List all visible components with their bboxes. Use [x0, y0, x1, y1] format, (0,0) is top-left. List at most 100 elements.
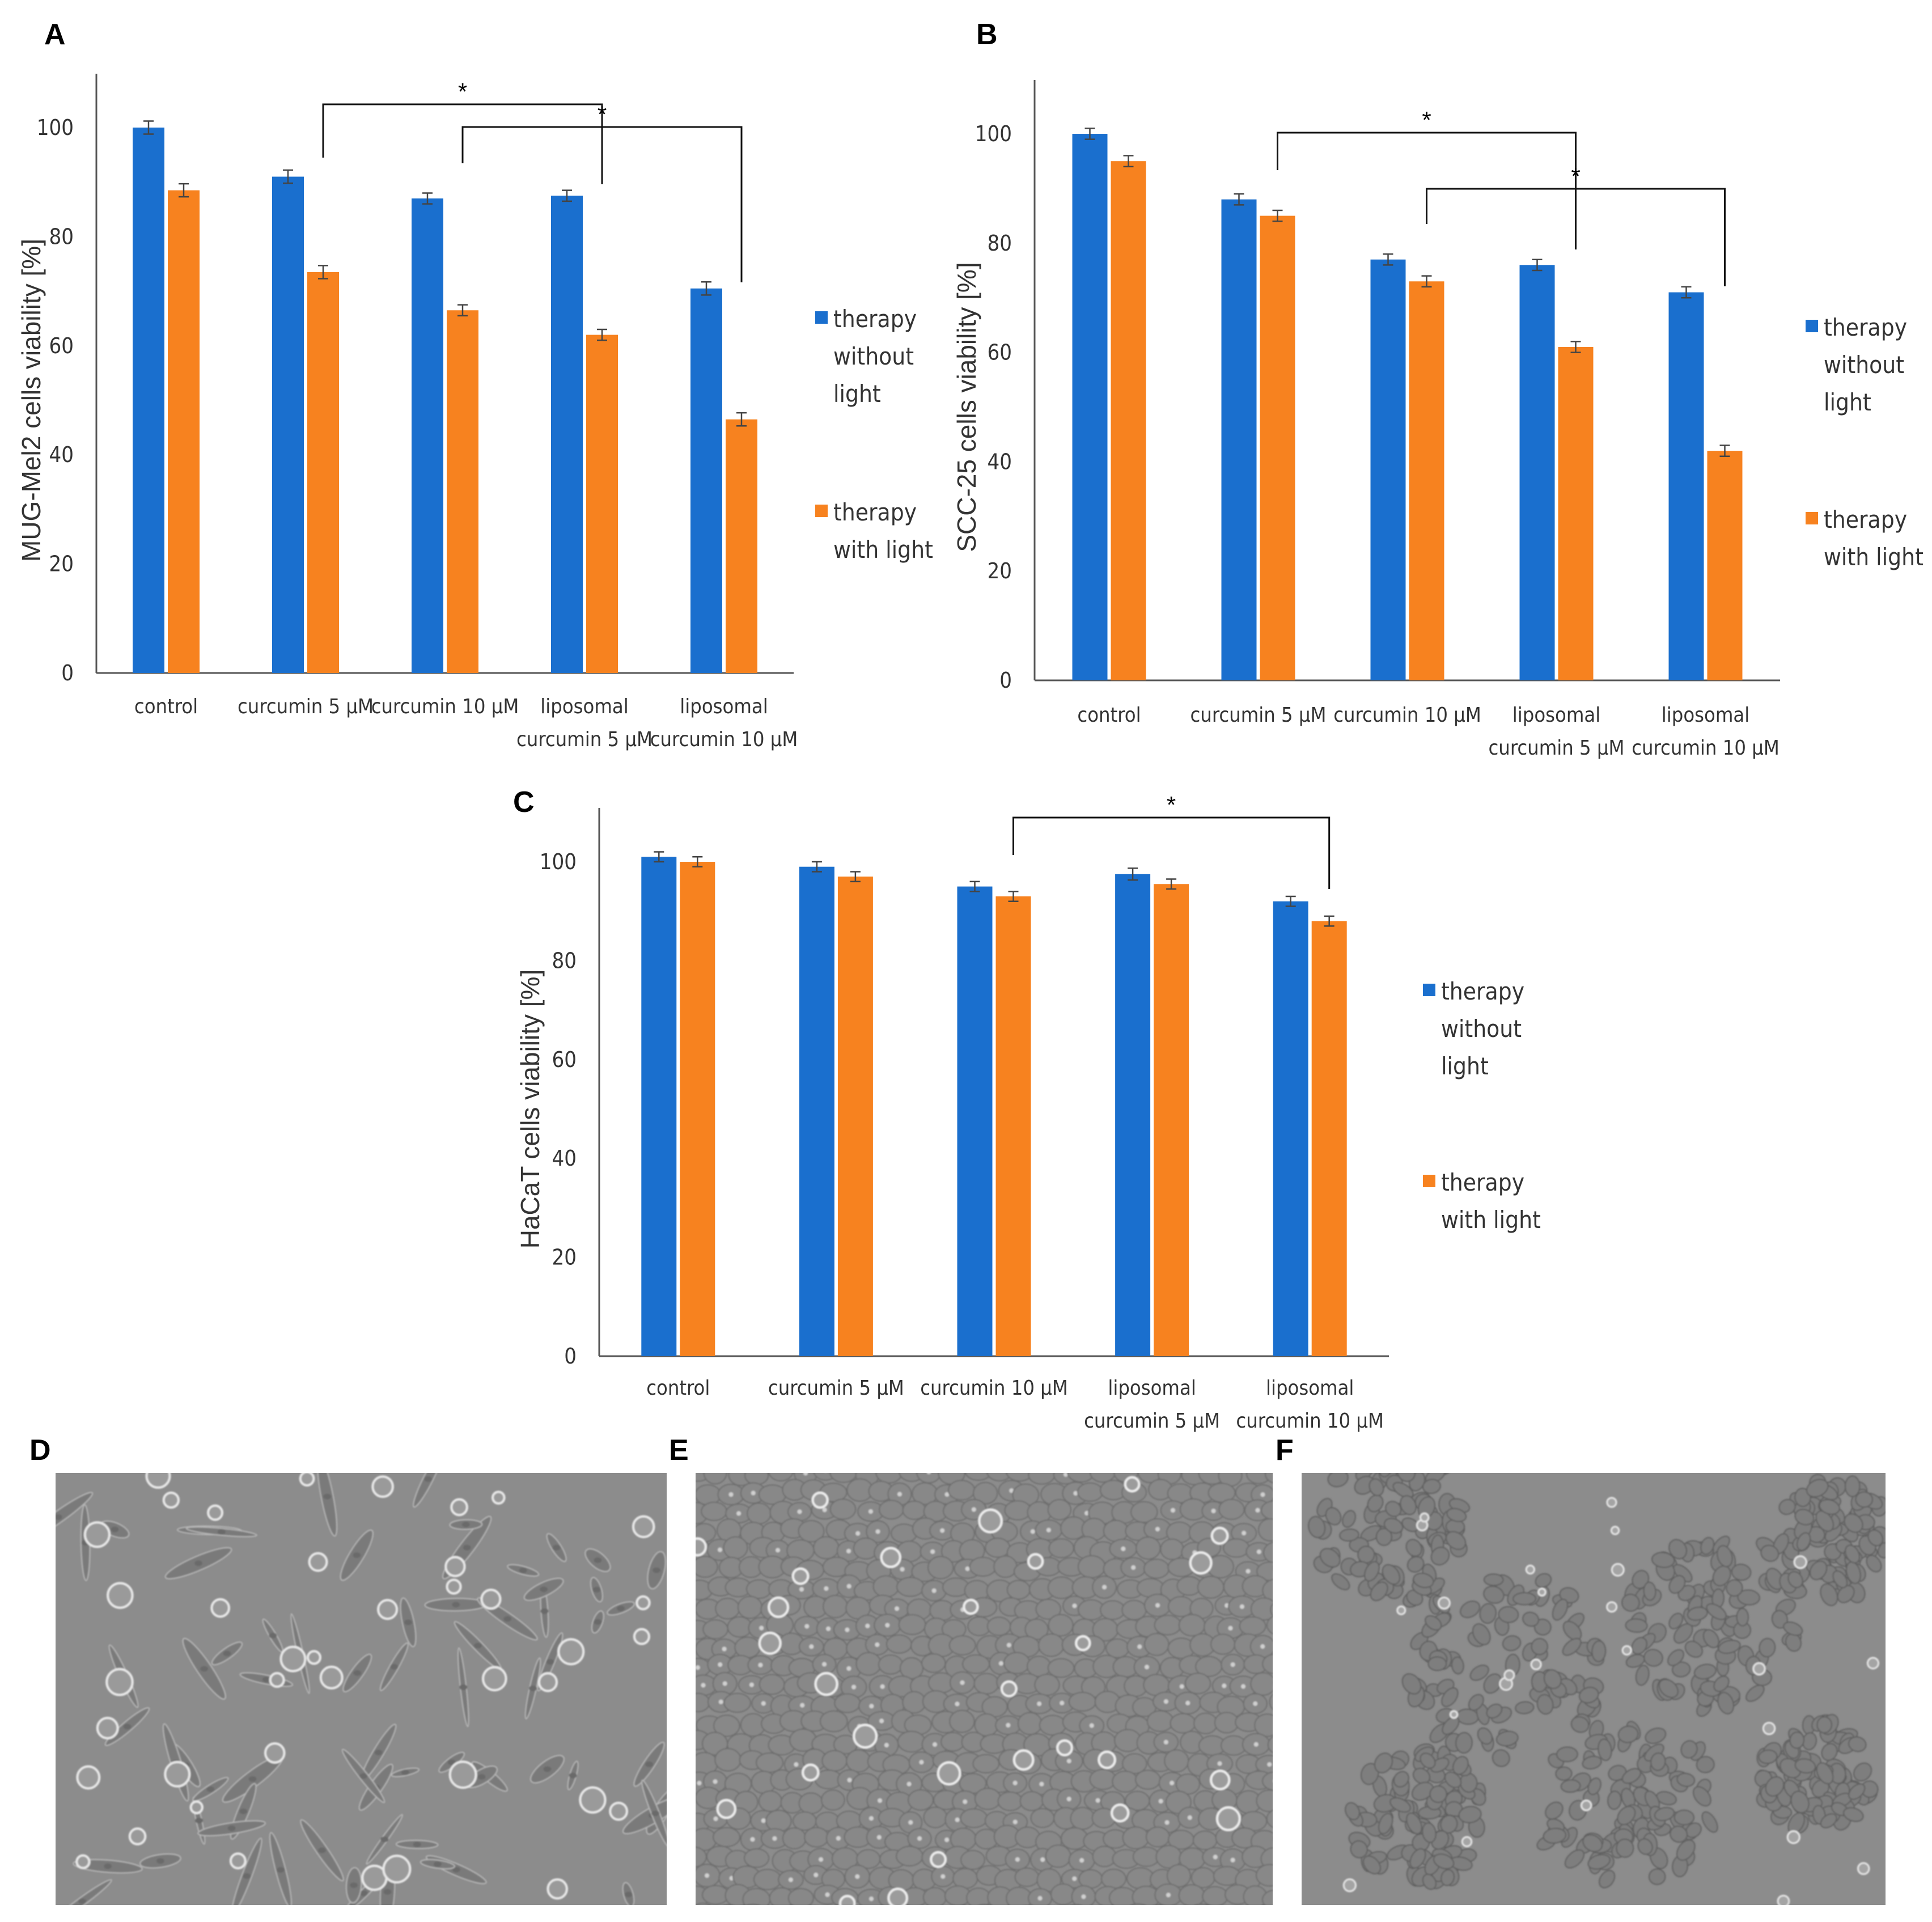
- cell-granule: [1084, 1510, 1090, 1515]
- cell-granule: [845, 1627, 850, 1632]
- cell: [723, 1692, 751, 1713]
- cell-granule: [696, 1665, 700, 1670]
- y-tick-label: 60: [49, 333, 74, 358]
- cell: [1270, 1603, 1273, 1616]
- bar-therapy-without-light-liposomal-curcumin-10-m: [1273, 901, 1308, 1356]
- cell-nucleus: [459, 1684, 468, 1690]
- x-category-label: curcumin 5 μM: [1190, 704, 1327, 727]
- cell-granule: [1260, 1644, 1265, 1649]
- cell: [1409, 1848, 1426, 1869]
- cell-granule: [1012, 1780, 1018, 1785]
- cell: [1422, 1479, 1441, 1495]
- cell-granule: [1278, 1623, 1282, 1627]
- cell: [1760, 1544, 1780, 1562]
- cell-granule: [803, 1473, 808, 1476]
- panel-label-f: F: [1276, 1434, 1294, 1467]
- legend-swatch-therapy-with-light: [1423, 1175, 1435, 1187]
- legend-label-therapy-without-light: light: [1441, 1052, 1489, 1080]
- legend-label-therapy-without-light: therapy: [1824, 314, 1907, 341]
- cell: [1479, 1603, 1497, 1624]
- round-cell: [306, 1650, 322, 1665]
- cell: [813, 1536, 840, 1560]
- round-cell: [1866, 1657, 1880, 1670]
- cell: [1257, 1518, 1273, 1542]
- round-cell: [1438, 1597, 1451, 1610]
- cell: [1861, 1780, 1879, 1798]
- cell-granule: [717, 1547, 722, 1552]
- cell: [1455, 1732, 1473, 1754]
- cell: [1789, 1732, 1805, 1749]
- cell: [1731, 1564, 1752, 1581]
- bar-therapy-with-light-curcumin-5-m: [1260, 215, 1295, 681]
- cell: [1263, 1542, 1273, 1564]
- cell: [972, 1754, 1000, 1773]
- cell: [1819, 1498, 1840, 1515]
- cell-nucleus: [383, 1889, 392, 1895]
- bar-therapy-without-light-liposomal-curcumin-10-m: [1668, 292, 1704, 680]
- y-tick-label: 80: [49, 224, 74, 249]
- cell: [1797, 1532, 1811, 1551]
- cell: [1717, 1545, 1733, 1568]
- cell: [974, 1788, 1002, 1810]
- x-category-label: curcumin 10 μM: [371, 695, 519, 718]
- cell: [829, 1473, 858, 1483]
- legend-label-therapy-without-light: without: [1824, 351, 1904, 379]
- significance-star: *: [1167, 791, 1176, 818]
- chart-panel-c: C 0 20 40 60 80 100 HaCaT cells viability [%] co…: [513, 786, 1541, 1433]
- cell-granule: [917, 1836, 922, 1841]
- cell: [1319, 1548, 1341, 1568]
- cell: [782, 1827, 807, 1849]
- cell: [1027, 1656, 1052, 1678]
- cell: [1676, 1839, 1696, 1861]
- cell-granule: [809, 1644, 814, 1649]
- cell-granule: [701, 1683, 706, 1688]
- cell: [746, 1903, 760, 1905]
- cell: [1194, 1903, 1208, 1905]
- y-tick-label: 100: [37, 115, 74, 140]
- cell: [758, 1790, 782, 1812]
- round-cell: [189, 1800, 204, 1814]
- cell: [696, 1902, 711, 1905]
- cell: [965, 1473, 992, 1481]
- cell: [1325, 1507, 1342, 1526]
- cell-nucleus: [374, 1750, 383, 1756]
- cell: [1378, 1473, 1393, 1478]
- cell-granule: [1066, 1759, 1071, 1764]
- cell-granule: [713, 1816, 718, 1821]
- cell-granule: [868, 1816, 874, 1821]
- cell: [759, 1674, 785, 1695]
- cell-granule: [1158, 1798, 1163, 1804]
- bar-therapy-with-light-liposomal-curcumin-10-m: [1707, 451, 1743, 680]
- cell: [1039, 1714, 1066, 1736]
- legend-label-therapy-without-light: without: [1441, 1015, 1522, 1043]
- x-category-label: control: [646, 1377, 710, 1400]
- cell: [1100, 1868, 1126, 1889]
- cell-granule: [1222, 1683, 1227, 1688]
- cell: [742, 1887, 771, 1905]
- cell-granule: [758, 1662, 763, 1667]
- round-cell: [210, 1598, 231, 1618]
- cell: [1160, 1538, 1184, 1560]
- cell: [761, 1906, 788, 1922]
- panel-label-c: C: [513, 786, 535, 819]
- cell-granule: [1155, 1603, 1160, 1608]
- round-cell: [1777, 1894, 1790, 1905]
- cell: [900, 1904, 905, 1905]
- cell: [1582, 1755, 1602, 1769]
- round-cell: [481, 1666, 507, 1692]
- round-cell: [376, 1599, 399, 1620]
- cell: [715, 1598, 740, 1620]
- cell-nucleus: [503, 1616, 512, 1622]
- cell: [1261, 1500, 1273, 1520]
- cell: [1034, 1674, 1060, 1696]
- cell: [723, 1904, 734, 1905]
- cell: [1030, 1807, 1055, 1828]
- cell: [1036, 1907, 1059, 1922]
- round-cell: [609, 1801, 629, 1821]
- cell: [902, 1500, 927, 1520]
- cell-granule: [855, 1874, 860, 1879]
- cell-granule: [955, 1817, 960, 1822]
- cell: [1327, 1473, 1349, 1488]
- cell-granule: [718, 1699, 723, 1704]
